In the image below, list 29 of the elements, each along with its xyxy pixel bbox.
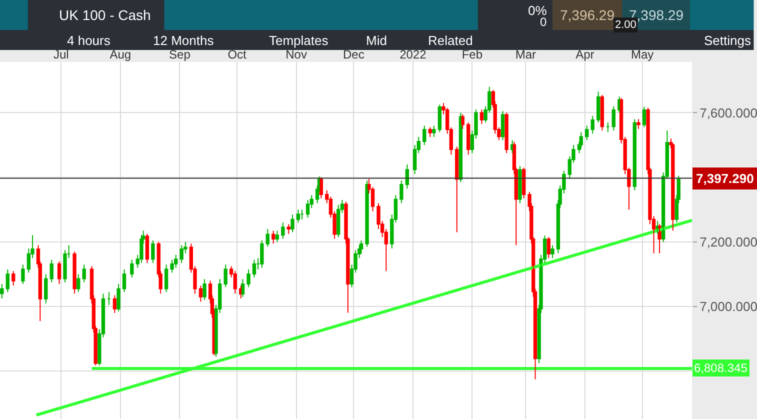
ref-line-label: 7,397.290 <box>696 171 754 186</box>
text: 6,808.345 <box>694 361 748 375</box>
text: Templates <box>269 33 329 48</box>
text: Mid <box>366 33 387 48</box>
x-tick-label: Oct <box>228 48 248 62</box>
x-tick-label: Mar <box>515 48 536 62</box>
y-tick-label: 7,000.000 <box>700 299 757 314</box>
candlestick <box>636 118 640 130</box>
text: 4 hours <box>67 33 111 48</box>
text: 7,396.29 <box>560 7 615 23</box>
text: 2.00 <box>615 19 636 31</box>
x-tick-label: Sep <box>169 48 191 62</box>
x-tick-label: Jul <box>54 48 69 62</box>
x-tick-label: May <box>630 48 654 62</box>
x-tick-label: Nov <box>286 48 307 62</box>
text: 0% <box>528 3 548 18</box>
x-tick-label: Feb <box>462 48 483 62</box>
text: 0 <box>540 15 547 29</box>
chart-title: UK 100 - Cash <box>59 7 151 23</box>
x-tick-label: Dec <box>342 48 364 62</box>
text: 12 Months <box>153 33 214 48</box>
x-tick-label: Aug <box>110 48 132 62</box>
y-tick-label: 7,600.000 <box>700 105 757 120</box>
candlestick <box>432 125 436 138</box>
text: Settings <box>704 33 752 48</box>
x-tick-label: Apr <box>576 48 594 62</box>
x-tick-label: 2022 <box>400 48 427 62</box>
y-tick-label: 7,200.000 <box>700 234 757 250</box>
text: Related <box>428 33 473 48</box>
